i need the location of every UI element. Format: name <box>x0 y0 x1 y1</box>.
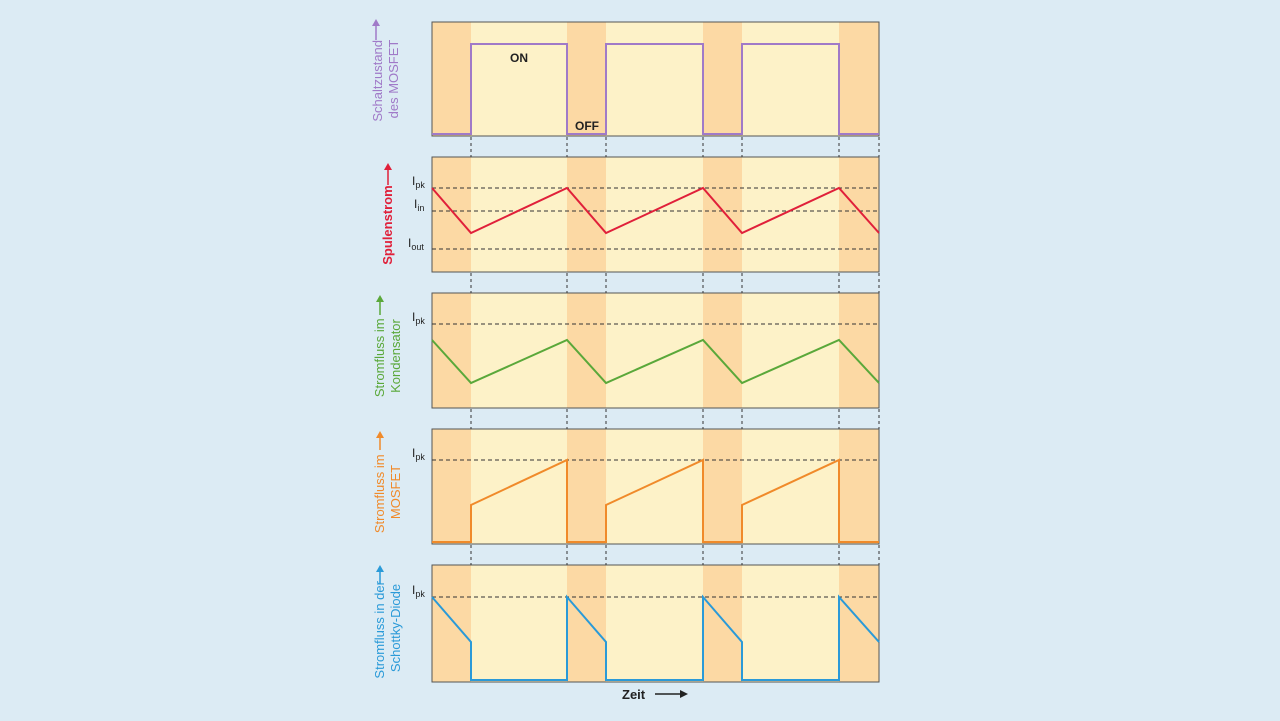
panel-background <box>432 22 879 136</box>
x-axis-label: Zeit <box>622 687 646 702</box>
level-label-iout: Iout <box>408 236 424 252</box>
mosfet-current-waveform <box>432 458 879 543</box>
panel-diode-current: Ipk Stromfluss in der Schottky-Diode <box>372 564 880 683</box>
state-label-off: OFF <box>575 119 599 133</box>
off-phase-band <box>839 293 879 408</box>
off-phase-band <box>703 157 742 272</box>
panel-background <box>432 293 879 408</box>
panel-label-line: Schottky-Diode <box>388 584 403 672</box>
off-phase-band <box>839 565 879 682</box>
panel-label-line: Spulenstrom <box>380 185 395 264</box>
up-arrow-icon <box>376 431 384 450</box>
off-phase-band <box>567 22 606 136</box>
off-phase-band <box>567 293 606 408</box>
panel-label: Stromfluss im Kondensator <box>372 315 403 397</box>
panel-label-line: Stromfluss im <box>372 454 387 533</box>
panel-label-line: Stromfluss im <box>372 318 387 397</box>
up-arrow-icon <box>376 295 384 315</box>
panel-label-line: Kondensator <box>388 318 403 392</box>
mosfet-state-waveform <box>432 43 879 135</box>
off-phase-band <box>432 429 471 544</box>
off-phase-band <box>567 565 606 682</box>
panel-label: Spulenstrom <box>380 185 395 264</box>
up-arrow-icon <box>376 565 384 584</box>
panel-mosfet-current: Ipk Stromfluss im MOSFET <box>372 428 880 545</box>
off-phase-band <box>839 157 879 272</box>
panel-frame <box>431 292 880 409</box>
off-phase-band <box>839 429 879 544</box>
panel-label-line: Schaltzustand <box>370 40 385 122</box>
level-label-ipk: Ipk <box>412 310 425 326</box>
panel-frame <box>431 21 880 137</box>
off-phase-band <box>432 157 471 272</box>
panel-background <box>432 565 879 682</box>
panel-background <box>432 429 879 544</box>
panel-frame <box>431 564 880 683</box>
off-phase-band <box>432 565 471 682</box>
right-arrow-icon <box>655 690 688 698</box>
off-phase-band <box>703 429 742 544</box>
panel-label-line: Stromfluss in der <box>372 580 387 678</box>
capacitor-current-waveform <box>431 338 880 385</box>
panel-coil-current: Ipk Iin Iout Spulenstrom <box>380 156 880 273</box>
diode-current-waveform <box>431 594 880 681</box>
panel-label-line: des MOSFET <box>386 40 401 119</box>
state-label-on: ON <box>510 51 528 65</box>
panel-frame <box>431 428 880 545</box>
off-phase-band <box>703 22 742 136</box>
level-label-ipk: Ipk <box>412 174 425 190</box>
up-arrow-icon <box>372 19 380 40</box>
panel-label: Stromfluss im MOSFET <box>372 451 403 533</box>
off-phase-band <box>703 293 742 408</box>
off-phase-band <box>703 565 742 682</box>
off-phase-band <box>839 22 879 136</box>
panel-capacitor-current: Ipk Stromfluss im Kondensator <box>372 292 880 409</box>
panel-label-line: MOSFET <box>388 465 403 519</box>
off-phase-band <box>432 293 471 408</box>
panel-background <box>432 157 879 272</box>
coil-current-waveform <box>431 186 880 235</box>
level-label-ipk: Ipk <box>412 446 425 462</box>
off-phase-band <box>567 157 606 272</box>
panel-frame <box>431 156 880 273</box>
panel-mosfet-state: ON OFF Schaltzustand des MOSFET <box>370 19 880 137</box>
panel-label: Schaltzustand des MOSFET <box>370 36 401 121</box>
panel-label: Stromfluss in der Schottky-Diode <box>372 577 403 678</box>
level-label-ipk: Ipk <box>412 583 425 599</box>
off-phase-band <box>432 22 471 136</box>
level-label-iin: Iin <box>414 197 424 213</box>
off-phase-band <box>567 429 606 544</box>
up-arrow-icon <box>384 163 392 185</box>
